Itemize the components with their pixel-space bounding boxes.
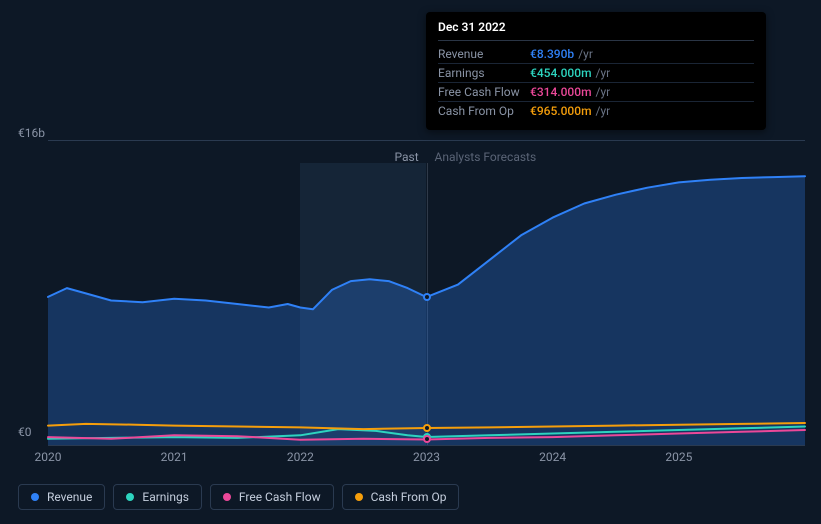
legend-label: Free Cash Flow <box>239 490 321 504</box>
y-tick-bottom: €0 <box>18 425 32 439</box>
financials-chart: €16b €0 Past Analysts Forecasts 2020 2021… <box>18 0 805 524</box>
tooltip-row-unit: /yr <box>596 66 611 80</box>
legend-item-revenue[interactable]: Revenue <box>18 484 105 510</box>
tooltip-date: Dec 31 2022 <box>438 20 754 41</box>
region-label-forecast: Analysts Forecasts <box>435 150 537 164</box>
legend-dot-icon <box>223 493 231 501</box>
chart-legend: Revenue Earnings Free Cash Flow Cash From O… <box>18 484 459 510</box>
plot-area[interactable] <box>48 163 805 445</box>
gridline-bottom <box>48 445 805 446</box>
region-label-past: Past <box>395 150 419 164</box>
tooltip-row-label: Revenue <box>438 47 530 61</box>
tooltip-row: Free Cash Flow€314.000m/yr <box>438 83 754 102</box>
legend-label: Revenue <box>47 490 92 504</box>
tooltip-row-unit: /yr <box>596 85 611 99</box>
tooltip-row-value: €8.390b <box>530 47 574 61</box>
gridline-top <box>48 140 805 141</box>
legend-dot-icon <box>31 493 39 501</box>
tooltip-row-unit: /yr <box>578 47 593 61</box>
tooltip-row-unit: /yr <box>596 104 611 118</box>
tooltip-row-value: €454.000m <box>530 66 592 80</box>
hover-marker-revenue <box>423 293 431 301</box>
hover-tooltip: Dec 31 2022 Revenue€8.390b/yrEarnings€45… <box>426 12 766 130</box>
tooltip-row: Earnings€454.000m/yr <box>438 64 754 83</box>
legend-dot-icon <box>126 493 134 501</box>
legend-label: Earnings <box>142 490 189 504</box>
hover-marker-fcf <box>423 435 431 443</box>
legend-dot-icon <box>355 493 363 501</box>
x-tick: 2023 <box>413 450 440 464</box>
legend-item-fcf[interactable]: Free Cash Flow <box>210 484 334 510</box>
tooltip-row-label: Cash From Op <box>438 104 530 118</box>
tooltip-row-value: €314.000m <box>530 85 592 99</box>
tooltip-row: Cash From Op€965.000m/yr <box>438 102 754 120</box>
hover-marker-cfo <box>423 424 431 432</box>
x-axis: 202020212022202320242025 <box>48 450 805 470</box>
x-tick: 2021 <box>161 450 188 464</box>
legend-label: Cash From Op <box>371 490 447 504</box>
x-tick: 2022 <box>287 450 314 464</box>
tooltip-row: Revenue€8.390b/yr <box>438 45 754 64</box>
tooltip-row-label: Free Cash Flow <box>438 85 530 99</box>
tooltip-row-value: €965.000m <box>530 104 592 118</box>
x-tick: 2020 <box>35 450 62 464</box>
series-area-revenue <box>48 176 805 445</box>
y-tick-top: €16b <box>18 126 45 140</box>
legend-item-earnings[interactable]: Earnings <box>113 484 202 510</box>
tooltip-row-label: Earnings <box>438 66 530 80</box>
legend-item-cfo[interactable]: Cash From Op <box>342 484 460 510</box>
x-tick: 2025 <box>665 450 692 464</box>
x-tick: 2024 <box>539 450 566 464</box>
